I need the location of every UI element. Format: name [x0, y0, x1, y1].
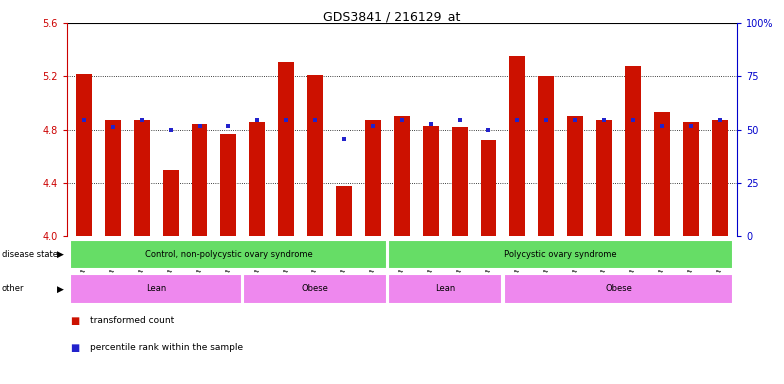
- Text: Obese: Obese: [605, 285, 632, 293]
- Bar: [510, 56, 525, 236]
- Bar: [683, 122, 699, 236]
- Text: other: other: [2, 285, 24, 293]
- Bar: [625, 66, 641, 236]
- Bar: [365, 120, 381, 236]
- Text: disease state: disease state: [2, 250, 57, 259]
- Bar: [596, 120, 612, 236]
- Bar: [70, 240, 387, 269]
- Bar: [244, 274, 387, 304]
- Bar: [307, 75, 323, 236]
- Bar: [220, 134, 237, 236]
- Text: ■: ■: [71, 343, 80, 353]
- Bar: [249, 122, 265, 236]
- Bar: [452, 127, 467, 236]
- Bar: [539, 76, 554, 236]
- Bar: [70, 274, 242, 304]
- Text: ▶: ▶: [57, 285, 64, 293]
- Bar: [567, 116, 583, 236]
- Bar: [76, 74, 92, 236]
- Bar: [712, 120, 728, 236]
- Bar: [423, 126, 438, 236]
- Text: Lean: Lean: [435, 285, 456, 293]
- Text: Obese: Obese: [302, 285, 328, 293]
- Bar: [105, 120, 121, 236]
- Text: ■: ■: [71, 316, 80, 326]
- Bar: [388, 240, 734, 269]
- Bar: [503, 274, 734, 304]
- Bar: [336, 185, 352, 236]
- Bar: [191, 124, 208, 236]
- Text: percentile rank within the sample: percentile rank within the sample: [90, 343, 243, 352]
- Bar: [163, 170, 179, 236]
- Bar: [481, 140, 496, 236]
- Text: Lean: Lean: [146, 285, 166, 293]
- Bar: [394, 116, 410, 236]
- Text: GDS3841 / 216129_at: GDS3841 / 216129_at: [323, 10, 461, 23]
- Bar: [278, 62, 294, 236]
- Text: transformed count: transformed count: [90, 316, 174, 325]
- Text: Control, non-polycystic ovary syndrome: Control, non-polycystic ovary syndrome: [144, 250, 312, 259]
- Bar: [134, 120, 150, 236]
- Text: ▶: ▶: [57, 250, 64, 259]
- Bar: [388, 274, 503, 304]
- Text: Polycystic ovary syndrome: Polycystic ovary syndrome: [504, 250, 617, 259]
- Bar: [654, 112, 670, 236]
